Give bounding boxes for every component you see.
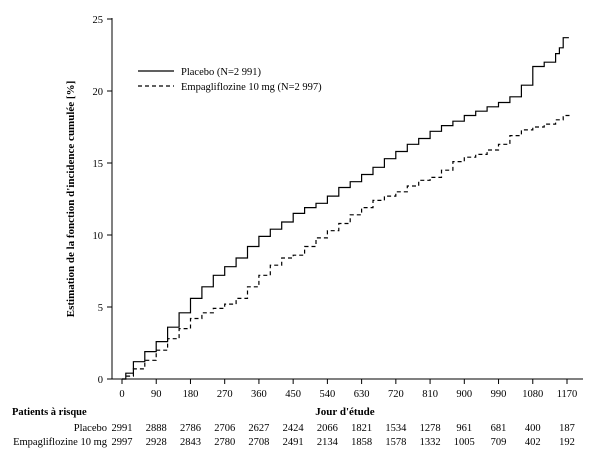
y-tick-label: 25 (93, 15, 104, 26)
x-tick-label: 540 (320, 389, 336, 400)
x-tick-label: 1080 (522, 389, 543, 400)
x-tick-label: 900 (456, 389, 472, 400)
risk-table-cell: 2888 (146, 423, 167, 434)
risk-row-label-empagliflozine: Empagliflozine 10 mg (13, 437, 108, 448)
risk-table-header: Patients à risque (12, 407, 87, 418)
risk-table: Patients à risque Placebo Empagliflozine… (12, 407, 575, 448)
risk-table-cell: 402 (525, 437, 541, 448)
series-lines (122, 37, 572, 380)
y-tick-label: 20 (93, 87, 104, 98)
x-tick-label: 180 (183, 389, 199, 400)
y-tick-label: 0 (98, 375, 103, 386)
risk-table-cell: 2424 (283, 423, 305, 434)
y-tick-label: 15 (93, 159, 104, 170)
y-axis-ticks: 0 5 10 15 20 25 (93, 15, 112, 386)
risk-table-cell: 400 (525, 423, 541, 434)
x-tick-label: 1170 (557, 389, 578, 400)
x-tick-label: 450 (285, 389, 301, 400)
x-tick-label: 990 (491, 389, 507, 400)
series-line-empagliflozine (122, 114, 572, 380)
risk-row-label-placebo: Placebo (74, 423, 107, 434)
x-tick-label: 270 (217, 389, 233, 400)
risk-table-cell: 1332 (420, 437, 441, 448)
risk-table-cell: 2627 (248, 423, 269, 434)
legend-label-placebo: Placebo (N=2 991) (181, 67, 261, 78)
risk-table-cell: 2134 (317, 437, 339, 448)
risk-table-cell: 187 (559, 423, 575, 434)
risk-table-cell: 2706 (214, 423, 235, 434)
risk-table-cell: 2780 (214, 437, 235, 448)
risk-table-cell: 1005 (454, 437, 475, 448)
risk-table-cell: 709 (491, 437, 507, 448)
y-tick-label: 5 (98, 303, 103, 314)
legend-label-empagliflozine: Empagliflozine 10 mg (N=2 997) (181, 82, 322, 93)
x-tick-label: 0 (119, 389, 124, 400)
risk-table-cell: 2491 (283, 437, 304, 448)
risk-table-cell: 1278 (420, 423, 441, 434)
x-tick-label: 360 (251, 389, 267, 400)
x-tick-label: 810 (422, 389, 438, 400)
risk-table-cell: 1858 (351, 437, 372, 448)
legend: Placebo (N=2 991) Empagliflozine 10 mg (… (138, 67, 322, 93)
x-tick-label: 630 (354, 389, 370, 400)
risk-table-cell: 1534 (385, 423, 407, 434)
risk-table-cell: 2786 (180, 423, 201, 434)
x-tick-label: 90 (151, 389, 162, 400)
risk-table-cell: 2066 (317, 423, 338, 434)
risk-table-cell: 2991 (112, 423, 133, 434)
series-line-placebo (122, 37, 569, 380)
risk-table-cell: 2997 (112, 437, 133, 448)
x-axis-title: Jour d'étude (315, 406, 375, 418)
y-tick-label: 10 (93, 231, 104, 242)
risk-table-cell: 681 (491, 423, 507, 434)
risk-table-cell: 961 (456, 423, 472, 434)
risk-table-cell: 2843 (180, 437, 201, 448)
risk-table-cell: 1821 (351, 423, 372, 434)
risk-table-cell: 2928 (146, 437, 167, 448)
y-axis-title: Estimation de la fonction d'incidence cu… (65, 81, 77, 318)
risk-table-cell: 1578 (385, 437, 406, 448)
x-axis-ticks: 0 90 180 270 360 450 540 630 720 810 900 990 1080 117… (119, 379, 577, 400)
risk-table-cell: 192 (559, 437, 575, 448)
x-tick-label: 720 (388, 389, 404, 400)
risk-table-cell: 2708 (248, 437, 269, 448)
